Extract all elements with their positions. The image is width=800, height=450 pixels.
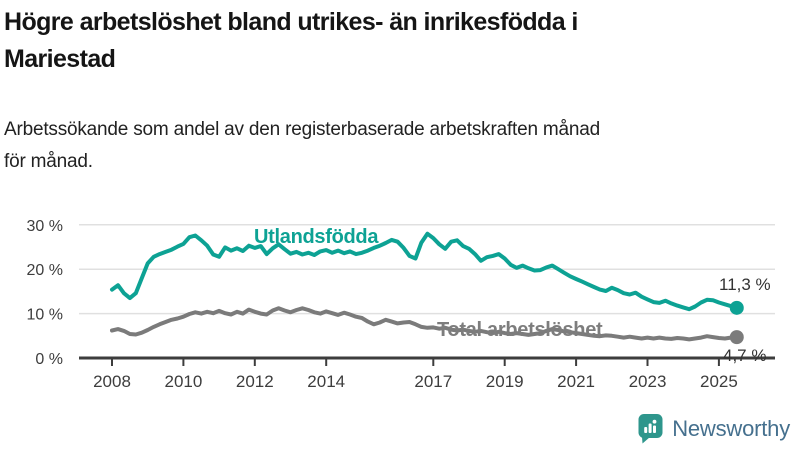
x-tick-label-2025: 2025 xyxy=(700,372,738,391)
series-line-utlandsfodda xyxy=(110,231,739,312)
series-label-total-arbetsloshet: Total arbetslöshet xyxy=(437,319,603,341)
newsworthy-brand[interactable]: Newsworthy xyxy=(637,413,790,444)
y-tick-label-30: 30 % xyxy=(27,218,63,235)
brand-name: Newsworthy xyxy=(672,415,790,441)
page-title: Högre arbetslöshet bland utrikes- än inr… xyxy=(4,4,784,78)
subtitle-line-2: för månad. xyxy=(4,151,93,172)
end-value-utlandsfodda: 11,3 % xyxy=(719,275,771,294)
end-value-total: 4,7 % xyxy=(723,346,767,365)
title-line-2: Mariestad xyxy=(4,45,116,73)
y-tick-label-10: 10 % xyxy=(27,307,63,324)
x-tick-label-2014: 2014 xyxy=(307,372,345,391)
series-end-dot-utlandsfodda xyxy=(729,300,744,315)
x-tick-label-2012: 2012 xyxy=(236,372,274,391)
x-tick-label-2023: 2023 xyxy=(629,372,667,391)
x-tick-label-2021: 2021 xyxy=(557,372,595,391)
y-tick-label-20: 20 % xyxy=(27,262,63,279)
y-tick-label-0: 0 % xyxy=(35,351,63,368)
title-line-1: Högre arbetslöshet bland utrikes- än inr… xyxy=(4,8,578,36)
x-tick-label-2010: 2010 xyxy=(164,372,202,391)
series-label-utlandsfodda: Utlandsfödda xyxy=(254,226,379,248)
x-tick-label-2017: 2017 xyxy=(414,372,452,391)
series-end-dot-total xyxy=(729,330,744,345)
series-line-total xyxy=(110,306,739,342)
chart-subtitle: Arbetssökande som andel av den registerb… xyxy=(4,114,764,178)
subtitle-line-1: Arbetssökande som andel av den registerb… xyxy=(4,119,601,140)
x-tick-label-2019: 2019 xyxy=(486,372,524,391)
bar-chart-speech-bubble-icon xyxy=(638,414,663,444)
x-tick-label-2008: 2008 xyxy=(93,372,131,391)
